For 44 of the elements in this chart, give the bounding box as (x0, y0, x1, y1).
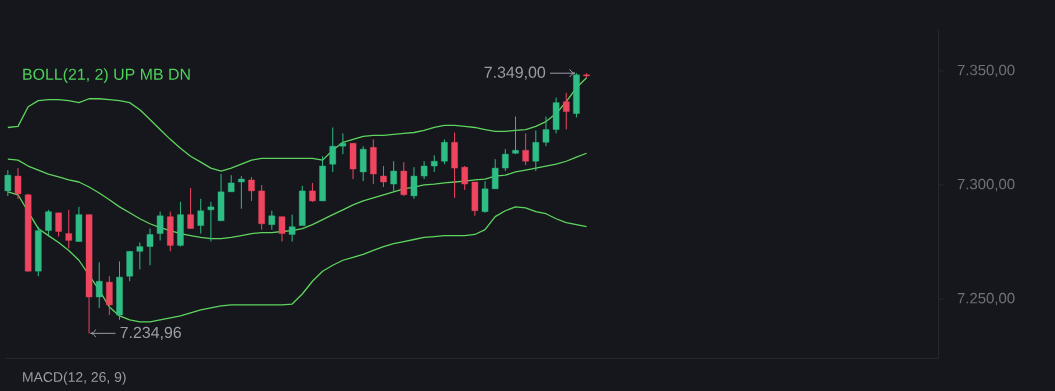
candlestick (288, 214, 296, 242)
candlestick (45, 209, 52, 237)
candlestick (146, 227, 154, 266)
candlestick (491, 158, 499, 190)
candlestick (14, 167, 22, 200)
candlestick (380, 165, 387, 188)
candlestick (359, 145, 367, 182)
candlestick (410, 166, 418, 200)
candlestick (106, 275, 113, 316)
candlestick (339, 132, 347, 155)
candlestick (390, 160, 397, 192)
annotation: 7.349,00 (484, 66, 546, 80)
candlestick (400, 161, 408, 197)
candlestick (522, 132, 529, 166)
candlestick (55, 212, 62, 237)
candlestick (207, 201, 215, 242)
candlestick (95, 261, 103, 309)
candlestick (238, 175, 245, 210)
candlestick (197, 198, 204, 234)
candlestick (441, 138, 448, 165)
y-tick-label: 7.300,00 (957, 178, 1015, 192)
candlestick (248, 176, 255, 202)
candlestick (461, 165, 468, 191)
annotation: 7.234,96 (120, 326, 181, 340)
candlestick (65, 209, 73, 249)
candlestick (4, 169, 12, 197)
candlestick (512, 115, 519, 155)
candlestick (268, 210, 276, 231)
candlestick (563, 92, 570, 130)
candlestick (542, 115, 550, 147)
candlestick (136, 241, 144, 270)
candlestick (278, 216, 286, 242)
y-tick-label: 7.250,00 (957, 292, 1015, 306)
candlestick (481, 180, 489, 214)
candlestick (156, 211, 164, 241)
candlestick (532, 129, 540, 172)
candlestick (187, 187, 194, 229)
text: BOLL(21, 2) UP MB DN (23, 68, 190, 83)
line-series (7, 152, 588, 240)
text: MACD(12, 26, 9) (23, 371, 126, 385)
candlestick (309, 182, 316, 203)
y-tick-label: 7.350,00 (957, 64, 1015, 77)
candlestick (329, 126, 336, 173)
candlestick (502, 148, 509, 172)
